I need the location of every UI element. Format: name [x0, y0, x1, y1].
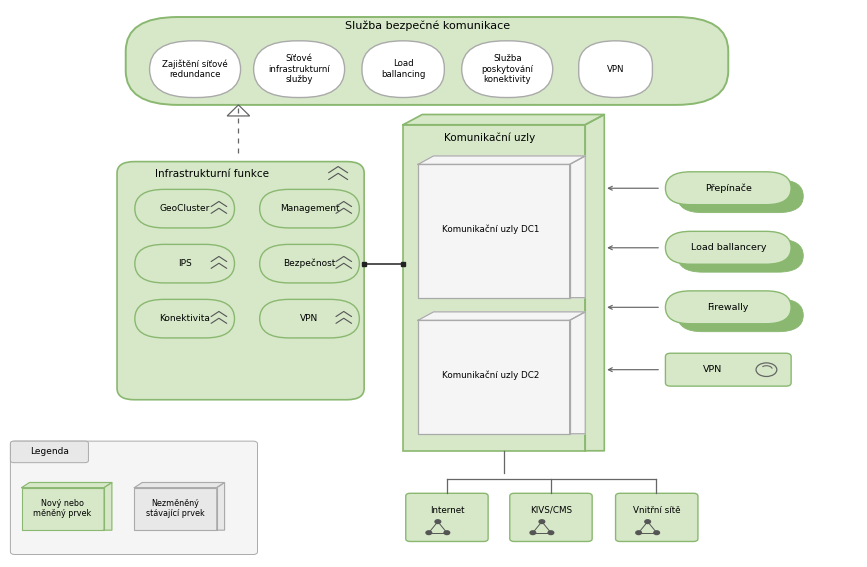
- Text: Infrastrukturní funkce: Infrastrukturní funkce: [155, 169, 270, 179]
- Text: Konektivita: Konektivita: [160, 314, 210, 323]
- Circle shape: [435, 520, 440, 523]
- FancyBboxPatch shape: [678, 239, 803, 272]
- Circle shape: [645, 520, 650, 523]
- Text: Firewally: Firewally: [707, 303, 749, 312]
- FancyBboxPatch shape: [150, 41, 241, 98]
- FancyBboxPatch shape: [260, 189, 359, 228]
- FancyBboxPatch shape: [579, 41, 652, 98]
- Text: VPN: VPN: [703, 365, 722, 374]
- Polygon shape: [22, 483, 112, 488]
- FancyBboxPatch shape: [22, 488, 104, 530]
- FancyBboxPatch shape: [418, 164, 570, 298]
- Text: Load ballancery: Load ballancery: [690, 243, 766, 252]
- FancyBboxPatch shape: [461, 41, 553, 98]
- FancyBboxPatch shape: [10, 441, 88, 463]
- Text: KIVS/CMS: KIVS/CMS: [530, 506, 572, 515]
- FancyBboxPatch shape: [666, 291, 791, 324]
- Circle shape: [654, 531, 660, 535]
- Text: Nový nebo
měněný prvek: Nový nebo měněný prvek: [33, 499, 92, 518]
- FancyBboxPatch shape: [126, 17, 728, 105]
- Circle shape: [539, 520, 544, 523]
- FancyBboxPatch shape: [666, 172, 791, 205]
- Text: Legenda: Legenda: [30, 447, 68, 456]
- FancyBboxPatch shape: [616, 493, 698, 541]
- Text: VPN: VPN: [300, 314, 319, 323]
- Circle shape: [444, 531, 450, 535]
- Polygon shape: [134, 483, 225, 488]
- FancyBboxPatch shape: [678, 180, 803, 213]
- FancyBboxPatch shape: [666, 353, 791, 386]
- Text: Komunikační uzly: Komunikační uzly: [444, 133, 536, 143]
- FancyBboxPatch shape: [362, 41, 445, 98]
- Circle shape: [426, 531, 432, 535]
- Text: Nezměněný
stávající prvek: Nezměněný stávající prvek: [146, 499, 205, 518]
- Polygon shape: [418, 312, 585, 320]
- Polygon shape: [585, 115, 604, 451]
- FancyBboxPatch shape: [10, 441, 257, 555]
- Polygon shape: [217, 483, 225, 530]
- Text: Internet: Internet: [430, 506, 464, 515]
- Text: Komunikační uzly DC2: Komunikační uzly DC2: [442, 371, 539, 380]
- Polygon shape: [104, 483, 112, 530]
- FancyBboxPatch shape: [135, 299, 234, 338]
- Polygon shape: [570, 312, 585, 434]
- Text: Bezpečnost: Bezpečnost: [284, 259, 336, 268]
- Text: Komunikační uzly DC1: Komunikační uzly DC1: [442, 225, 539, 234]
- FancyBboxPatch shape: [117, 162, 364, 400]
- Text: GeoCluster: GeoCluster: [160, 204, 210, 213]
- Text: Služba bezpečné komunikace: Služba bezpečné komunikace: [345, 20, 510, 31]
- FancyBboxPatch shape: [666, 231, 791, 264]
- FancyBboxPatch shape: [135, 244, 234, 283]
- Text: Přepínače: Přepínače: [705, 184, 752, 193]
- Polygon shape: [403, 115, 604, 125]
- Text: Služba
poskytování
konektivity: Služba poskytování konektivity: [481, 54, 533, 84]
- FancyBboxPatch shape: [135, 189, 234, 228]
- FancyBboxPatch shape: [403, 125, 585, 451]
- Circle shape: [548, 531, 554, 535]
- Text: Management: Management: [280, 204, 339, 213]
- FancyBboxPatch shape: [253, 41, 345, 98]
- FancyBboxPatch shape: [418, 320, 570, 434]
- FancyBboxPatch shape: [406, 493, 488, 541]
- Text: VPN: VPN: [607, 65, 624, 74]
- FancyBboxPatch shape: [678, 299, 803, 332]
- Text: Load
ballancing: Load ballancing: [381, 60, 426, 79]
- Text: Zajištění síťové
redundance: Zajištění síťové redundance: [162, 59, 228, 79]
- Text: IPS: IPS: [178, 259, 192, 268]
- Polygon shape: [570, 156, 585, 298]
- FancyBboxPatch shape: [260, 244, 359, 283]
- Text: Síťové
infrastrukturní
služby: Síťové infrastrukturní služby: [268, 54, 330, 84]
- FancyBboxPatch shape: [510, 493, 592, 541]
- FancyBboxPatch shape: [134, 488, 217, 530]
- Circle shape: [636, 531, 642, 535]
- Circle shape: [530, 531, 536, 535]
- FancyBboxPatch shape: [260, 299, 359, 338]
- Text: Vnitřní sítě: Vnitřní sítě: [633, 506, 681, 515]
- Polygon shape: [418, 156, 585, 164]
